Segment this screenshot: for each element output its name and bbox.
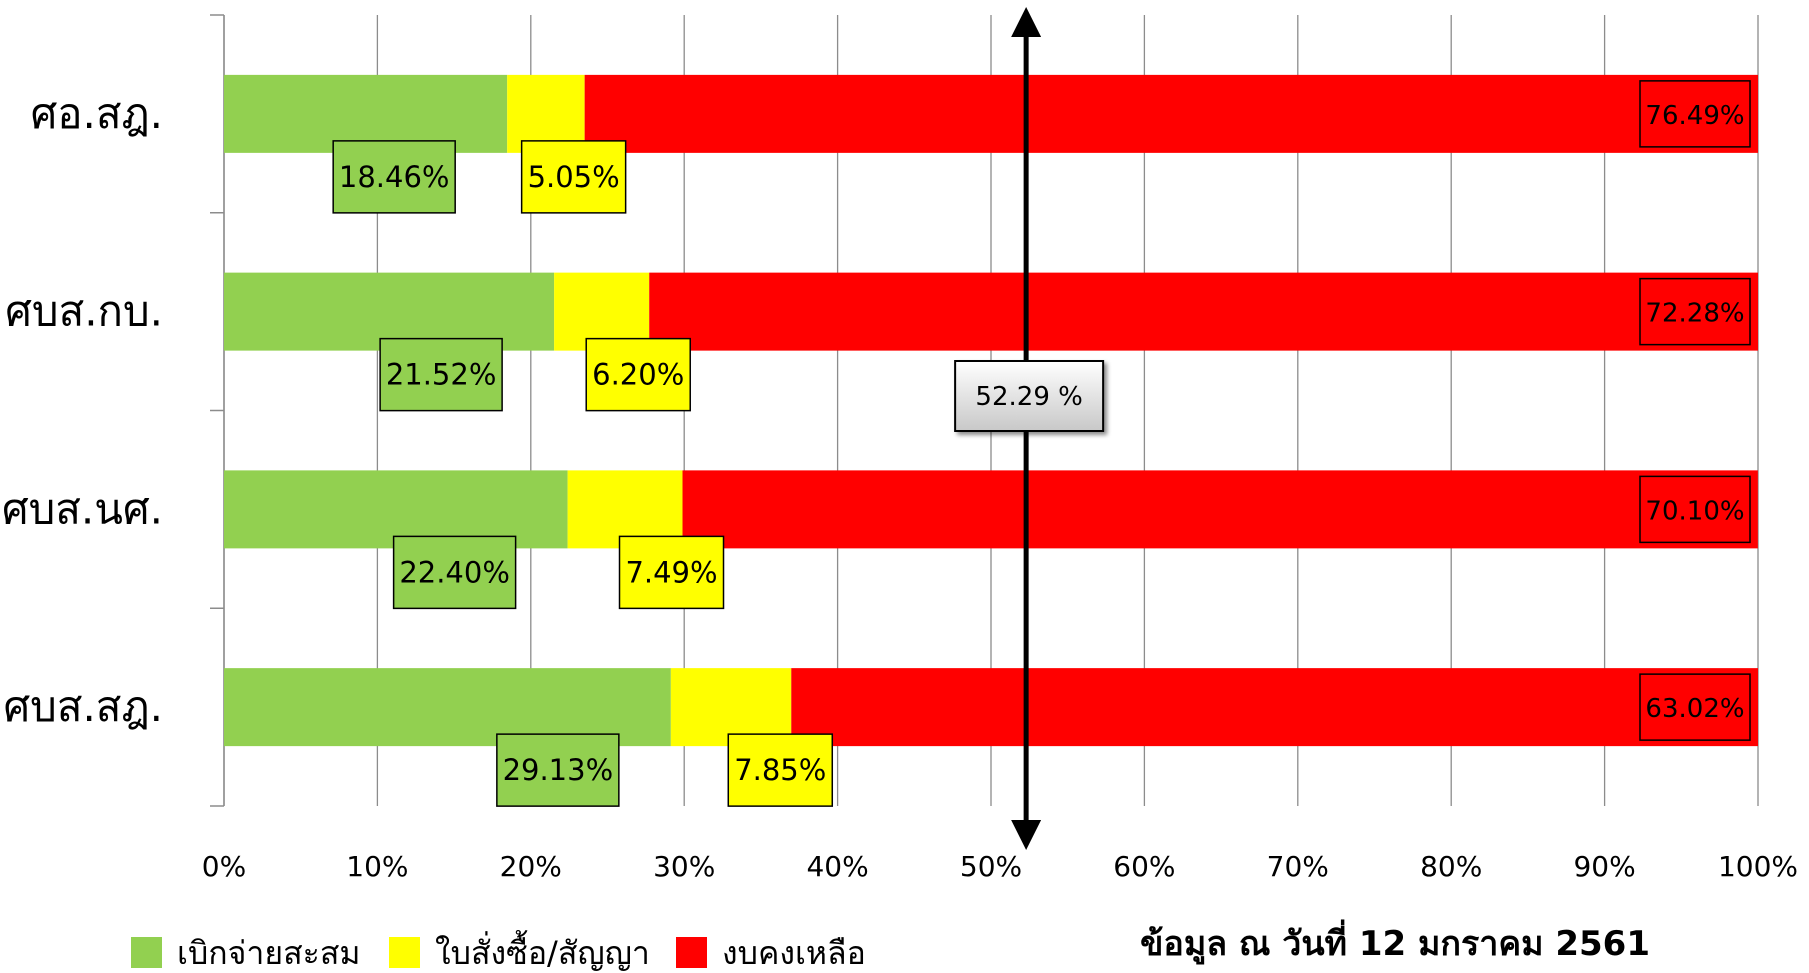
x-tick-label: 40% <box>806 850 868 883</box>
data-label: 70.10% <box>1639 475 1751 544</box>
legend-swatch <box>676 937 707 968</box>
data-label: 76.49% <box>1639 80 1751 148</box>
legend-label: ใบสั่งซื้อ/สัญญา <box>435 930 650 972</box>
category-label: ศบส.กบ. <box>5 287 163 336</box>
data-label: 7.49% <box>618 535 725 610</box>
legend-label: งบคงเหลือ <box>722 934 866 972</box>
data-label-box <box>585 337 691 412</box>
data-date-note: ข้อมูล ณ วันที่ 12 มกราคม 2561 <box>1140 919 1650 965</box>
x-tick-label: 20% <box>500 850 562 883</box>
data-label-box <box>392 535 517 610</box>
bar-segment <box>670 668 792 747</box>
data-label-text: 29.13% <box>503 753 614 787</box>
data-label-box <box>618 535 725 610</box>
category-labels: ศอ.สฎ. ศบส.กบ. ศบส.นศ. ศบส.สฎ. <box>2 89 163 731</box>
data-label-box <box>520 140 627 214</box>
reference-label-text: 52.29 % <box>975 382 1082 412</box>
data-label: 21.52% <box>379 337 503 412</box>
data-label: 6.20% <box>585 337 691 412</box>
data-label-box <box>379 337 503 412</box>
reference-label: 52.29 % <box>954 360 1105 432</box>
category-label: ศบส.สฎ. <box>4 682 164 731</box>
axes <box>210 14 225 807</box>
bar-segment <box>682 470 1758 549</box>
reference-label-box <box>954 360 1105 432</box>
data-label: 63.02% <box>1639 673 1751 741</box>
data-label: 22.40% <box>392 535 517 610</box>
bar-segment <box>791 668 1758 747</box>
data-label-text: 22.40% <box>399 555 510 589</box>
data-label-box <box>332 140 456 214</box>
data-label-box <box>496 733 620 807</box>
x-tick-label: 80% <box>1420 850 1482 883</box>
data-label-text: 63.02% <box>1645 694 1744 724</box>
x-tick-labels: 0% 10% 20% 30% 40% 50% 60% 70% 80% 90% 100% <box>202 850 1798 883</box>
category-label: ศอ.สฎ. <box>31 89 163 138</box>
bar-segment <box>224 470 568 549</box>
legend-item: เบิกจ่ายสะสม <box>131 934 360 972</box>
bar-segment <box>224 272 555 351</box>
bar-segment <box>224 74 508 153</box>
legend-label: เบิกจ่ายสะสม <box>177 934 360 972</box>
bar-segment <box>507 74 585 153</box>
data-label-box <box>1639 80 1751 148</box>
data-label-text: 5.05% <box>528 160 620 194</box>
data-label-text: 70.10% <box>1645 496 1744 526</box>
category-label: ศบส.นศ. <box>2 484 163 533</box>
x-tick-label: 70% <box>1267 850 1329 883</box>
bar-segment <box>224 668 671 747</box>
data-label: 72.28% <box>1639 277 1751 346</box>
bar-segment <box>554 272 650 351</box>
data-labels: 18.46% 5.05% 76.49% 21.52% 6.20% 72.28% 22.40%… <box>332 80 1751 807</box>
x-tick-label: 10% <box>346 850 408 883</box>
legend-item: งบคงเหลือ <box>676 934 866 972</box>
x-tick-label: 100% <box>1718 850 1798 883</box>
data-label: 7.85% <box>727 733 834 807</box>
data-label: 29.13% <box>496 733 620 807</box>
data-label-text: 7.49% <box>625 555 717 589</box>
data-label-text: 72.28% <box>1645 299 1744 329</box>
x-tick-label: 90% <box>1573 850 1635 883</box>
data-label-box <box>1639 673 1751 741</box>
data-label-box <box>1639 475 1751 544</box>
bars <box>224 74 1759 747</box>
x-tick-label: 0% <box>202 850 246 883</box>
legend-item: ใบสั่งซื้อ/สัญญา <box>389 930 650 972</box>
data-label-text: 7.85% <box>734 753 826 787</box>
bar-segment <box>567 470 683 549</box>
legend-swatch <box>131 937 162 968</box>
legend: เบิกจ่ายสะสม ใบสั่งซื้อ/สัญญา งบคงเหลือ <box>131 930 866 972</box>
data-label-text: 6.20% <box>592 358 684 392</box>
data-label-box <box>727 733 834 807</box>
x-tick-label: 60% <box>1113 850 1175 883</box>
x-tick-label: 30% <box>653 850 715 883</box>
data-label: 5.05% <box>520 140 627 214</box>
data-label-text: 18.46% <box>339 160 450 194</box>
legend-swatch <box>389 937 420 968</box>
reference-line: 52.29 % <box>954 6 1105 850</box>
data-label-text: 76.49% <box>1645 101 1744 131</box>
data-label: 18.46% <box>332 140 456 214</box>
bar-segment <box>649 272 1758 351</box>
data-label-box <box>1639 277 1751 346</box>
x-tick-label: 50% <box>960 850 1022 883</box>
data-label-text: 21.52% <box>386 358 497 392</box>
bar-segment <box>584 74 1759 153</box>
